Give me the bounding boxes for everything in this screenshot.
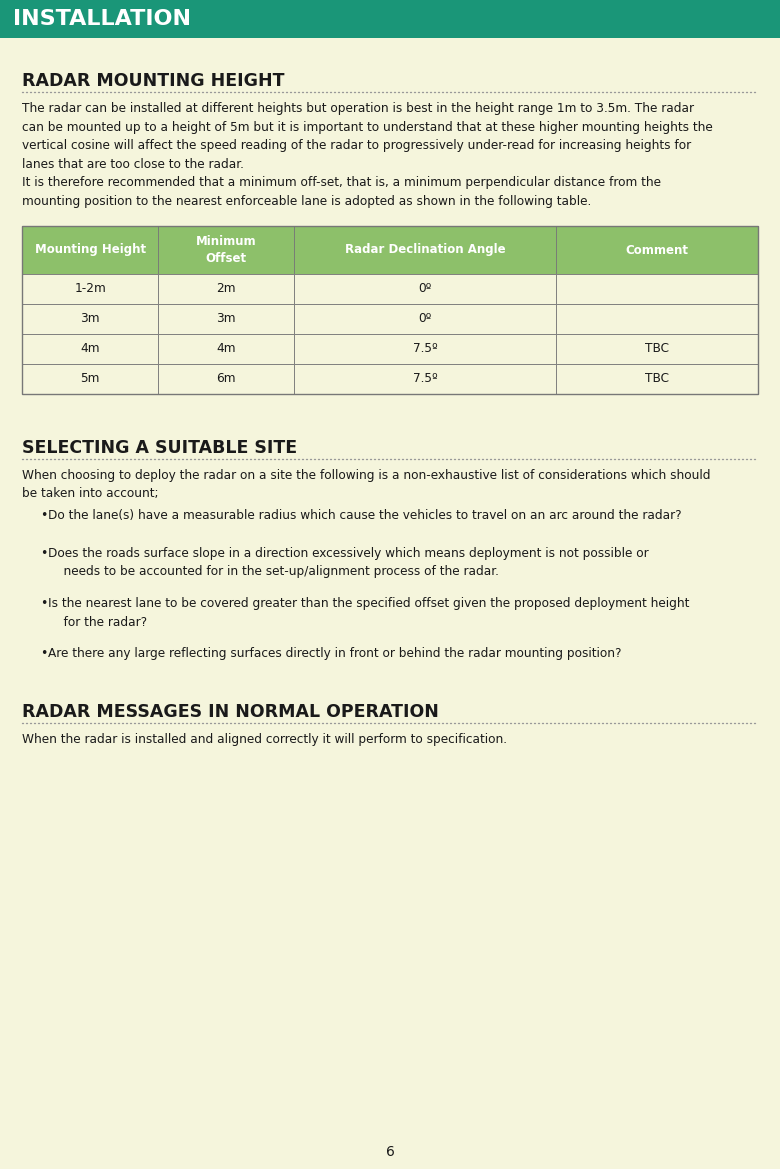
Text: Do the lane(s) have a measurable radius which cause the vehicles to travel on an: Do the lane(s) have a measurable radius … — [48, 509, 682, 523]
Text: 1-2m: 1-2m — [74, 283, 106, 296]
Text: Mounting Height: Mounting Height — [34, 243, 146, 256]
Bar — [294, 334, 555, 364]
Text: RADAR MOUNTING HEIGHT: RADAR MOUNTING HEIGHT — [22, 72, 285, 90]
Bar — [0, 0, 780, 39]
Text: 3m: 3m — [217, 312, 236, 325]
Bar — [158, 304, 294, 334]
Text: 7.5º: 7.5º — [413, 373, 438, 386]
Bar — [22, 274, 158, 304]
Text: 5m: 5m — [80, 373, 100, 386]
Bar — [22, 364, 158, 394]
Text: RADAR MESSAGES IN NORMAL OPERATION: RADAR MESSAGES IN NORMAL OPERATION — [22, 703, 439, 721]
Bar — [555, 304, 758, 334]
Text: 2m: 2m — [217, 283, 236, 296]
Text: SELECTING A SUITABLE SITE: SELECTING A SUITABLE SITE — [22, 440, 297, 457]
Bar — [294, 274, 555, 304]
Text: INSTALLATION: INSTALLATION — [13, 9, 191, 29]
Text: Does the roads surface slope in a direction excessively which means deployment i: Does the roads surface slope in a direct… — [48, 547, 649, 579]
Text: Are there any large reflecting surfaces directly in front or behind the radar mo: Are there any large reflecting surfaces … — [48, 646, 622, 660]
Bar — [22, 304, 158, 334]
Text: 0º: 0º — [418, 283, 431, 296]
Bar — [555, 274, 758, 304]
Text: 6m: 6m — [217, 373, 236, 386]
Text: •: • — [40, 597, 48, 610]
Text: When choosing to deploy the radar on a site the following is a non-exhaustive li: When choosing to deploy the radar on a s… — [22, 469, 711, 500]
Bar — [158, 364, 294, 394]
Bar — [555, 334, 758, 364]
Text: Is the nearest lane to be covered greater than the specified offset given the pr: Is the nearest lane to be covered greate… — [48, 597, 690, 629]
Text: •: • — [40, 646, 48, 660]
Text: Radar Declination Angle: Radar Declination Angle — [345, 243, 505, 256]
Text: 0º: 0º — [418, 312, 431, 325]
Text: TBC: TBC — [645, 343, 668, 355]
Text: •: • — [40, 509, 48, 523]
Text: 7.5º: 7.5º — [413, 343, 438, 355]
Text: The radar can be installed at different heights but operation is best in the hei: The radar can be installed at different … — [22, 102, 713, 171]
Bar — [294, 364, 555, 394]
Text: 4m: 4m — [80, 343, 100, 355]
Text: 6: 6 — [385, 1144, 395, 1158]
Text: •: • — [40, 547, 48, 560]
Bar — [22, 334, 158, 364]
Bar — [555, 226, 758, 274]
Text: Comment: Comment — [626, 243, 688, 256]
Bar — [158, 226, 294, 274]
Bar — [294, 226, 555, 274]
Bar — [555, 364, 758, 394]
Text: 3m: 3m — [80, 312, 100, 325]
Bar — [294, 304, 555, 334]
Bar — [22, 226, 758, 394]
Bar — [158, 274, 294, 304]
Text: Minimum
Offset: Minimum Offset — [196, 235, 257, 264]
Text: TBC: TBC — [645, 373, 668, 386]
Bar — [22, 226, 158, 274]
Text: 4m: 4m — [217, 343, 236, 355]
Text: It is therefore recommended that a minimum off-set, that is, a minimum perpendic: It is therefore recommended that a minim… — [22, 177, 661, 208]
Bar — [158, 334, 294, 364]
Text: When the radar is installed and aligned correctly it will perform to specificati: When the radar is installed and aligned … — [22, 733, 507, 746]
